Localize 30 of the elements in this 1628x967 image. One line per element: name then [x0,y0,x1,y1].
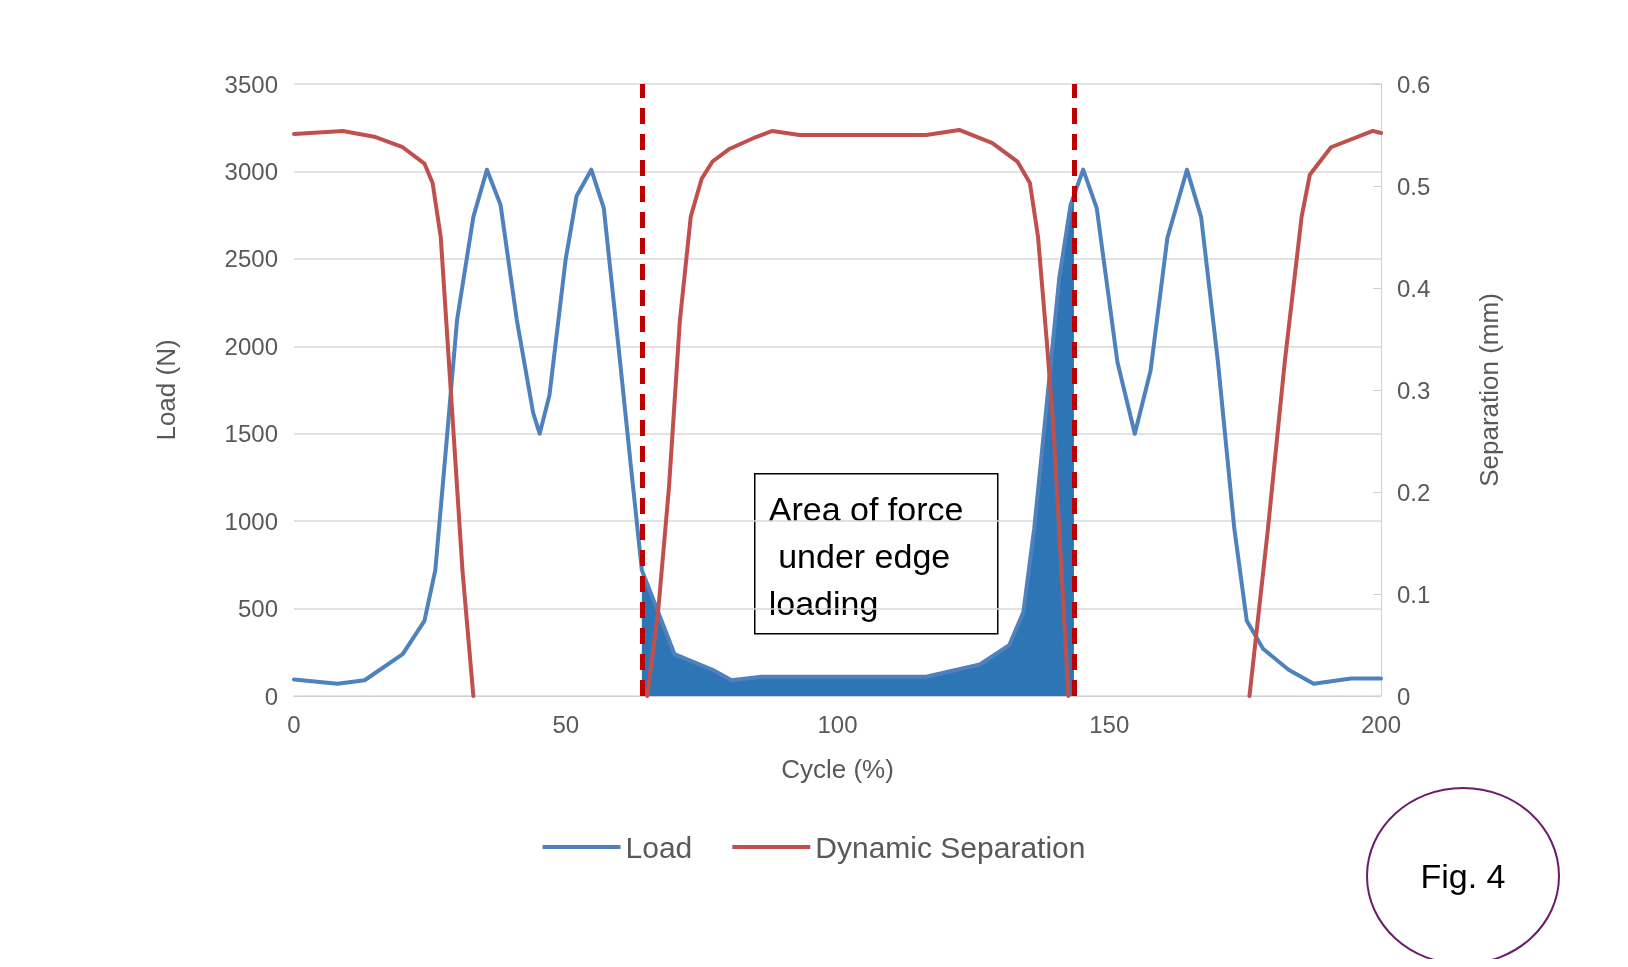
y2-tick-label: 0.6 [1397,70,1431,98]
y-tick-label: 500 [237,595,278,623]
line-series [292,128,476,698]
y2-tick-label: 0.5 [1397,172,1431,200]
y-tick-label: 3000 [224,157,278,185]
x-tick-label: 100 [817,710,858,738]
y2-tick-label: 0 [1397,682,1411,710]
y2-tick-label: 0.2 [1397,478,1431,506]
x-tick-label: 200 [1360,710,1402,738]
line-series [1247,128,1383,698]
y-tick-label: 2500 [224,245,278,273]
y-axis-title: Load (N) [151,339,181,441]
line-series [292,167,1383,686]
x-axis-title: Cycle (%) [781,754,894,784]
x-tick-label: 0 [287,710,301,738]
annotation: Area of force under edge loading [768,490,964,623]
y-tick-label: 2000 [224,332,278,360]
y-tick-label: 1500 [224,420,278,448]
y2-tick-label: 0.1 [1397,580,1431,608]
x-tick-label: 50 [552,710,580,738]
y2-tick-label: 0.4 [1397,274,1431,302]
y-tick-label: 0 [264,682,278,710]
y2-axis-title: Separation (mm) [1474,293,1504,487]
y-tick-label: 3500 [224,70,278,98]
y-tick-label: 1000 [224,507,278,535]
legend-label: Dynamic Separation [815,830,1086,864]
legend-label: Load [625,830,693,864]
caption: Fig. 4 [1420,857,1506,895]
x-tick-label: 150 [1089,710,1130,738]
y2-tick-label: 0.3 [1397,376,1431,404]
